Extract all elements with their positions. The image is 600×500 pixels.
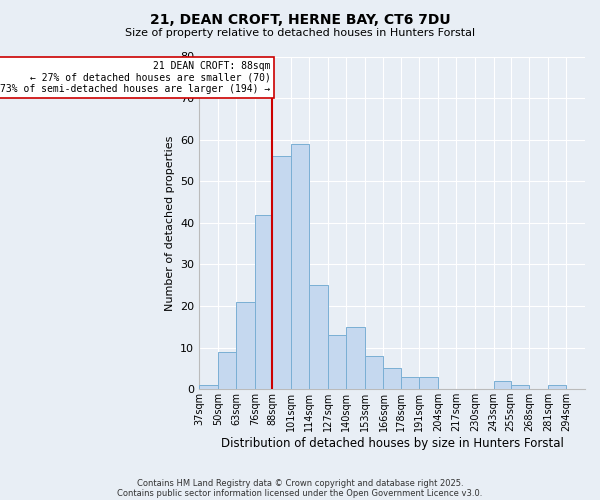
Bar [346, 327, 365, 389]
Text: 21, DEAN CROFT, HERNE BAY, CT6 7DU: 21, DEAN CROFT, HERNE BAY, CT6 7DU [149, 12, 451, 26]
Bar [401, 376, 419, 389]
Y-axis label: Number of detached properties: Number of detached properties [164, 135, 175, 310]
Bar [236, 302, 255, 389]
Bar [328, 335, 346, 389]
Text: 21 DEAN CROFT: 88sqm
← 27% of detached houses are smaller (70)
73% of semi-detac: 21 DEAN CROFT: 88sqm ← 27% of detached h… [1, 60, 271, 94]
Bar [419, 376, 438, 389]
Bar [511, 385, 529, 389]
Bar [218, 352, 236, 389]
X-axis label: Distribution of detached houses by size in Hunters Forstal: Distribution of detached houses by size … [221, 437, 563, 450]
Bar [383, 368, 401, 389]
Bar [199, 385, 218, 389]
Text: Contains HM Land Registry data © Crown copyright and database right 2025.: Contains HM Land Registry data © Crown c… [137, 478, 463, 488]
Bar [365, 356, 383, 389]
Text: Size of property relative to detached houses in Hunters Forstal: Size of property relative to detached ho… [125, 28, 475, 38]
Bar [255, 214, 272, 389]
Bar [309, 285, 328, 389]
Bar [494, 381, 511, 389]
Bar [548, 385, 566, 389]
Text: Contains public sector information licensed under the Open Government Licence v3: Contains public sector information licen… [118, 488, 482, 498]
Bar [272, 156, 290, 389]
Bar [290, 144, 309, 389]
